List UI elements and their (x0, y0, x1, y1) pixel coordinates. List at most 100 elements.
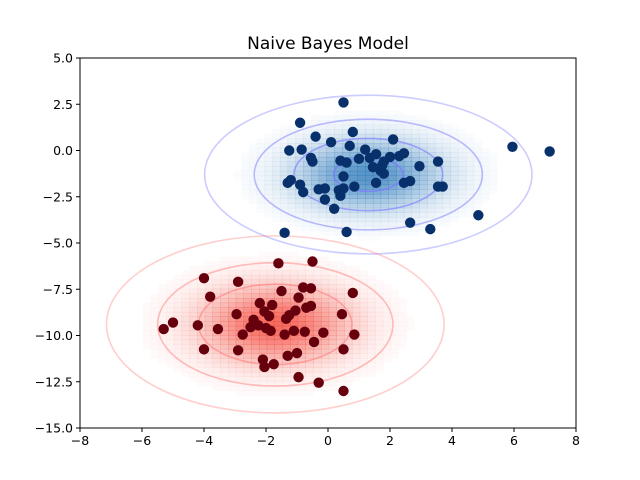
density-cell-1 (173, 353, 182, 359)
density-cell-0 (473, 166, 482, 172)
density-cell-0 (427, 120, 435, 125)
density-cell-1 (321, 256, 329, 261)
point-0-44 (329, 203, 340, 214)
density-cell-1 (399, 303, 407, 308)
density-cell-1 (313, 362, 322, 368)
density-cell-0 (303, 198, 312, 204)
density-cell-1 (360, 372, 368, 377)
density-cell-1 (290, 279, 299, 285)
density-cell-1 (282, 274, 291, 280)
density-cell-1 (173, 316, 182, 322)
density-cell-0 (279, 156, 289, 162)
density-cell-1 (305, 311, 314, 317)
density-cell-1 (266, 261, 275, 267)
point-1-10 (254, 297, 265, 309)
density-cell-0 (458, 156, 467, 162)
density-cell-1 (390, 321, 399, 327)
density-cell-0 (403, 184, 413, 190)
density-cell-1 (297, 321, 306, 327)
density-cell-0 (326, 217, 335, 223)
density-cell-1 (143, 330, 151, 335)
density-cell-0 (257, 138, 265, 143)
density-cell-0 (341, 152, 351, 158)
density-cell-1 (352, 321, 361, 327)
density-cell-1 (182, 372, 190, 377)
density-cell-0 (334, 133, 343, 139)
density-cell-0 (365, 184, 374, 190)
density-cell-1 (290, 391, 298, 396)
density-cell-0 (403, 212, 413, 218)
density-cell-0 (489, 166, 497, 171)
density-cell-0 (442, 133, 451, 139)
density-cell-1 (375, 302, 384, 308)
density-cell-0 (241, 189, 249, 194)
density-cell-1 (305, 353, 314, 359)
density-cell-0 (287, 161, 296, 167)
density-cell-1 (204, 316, 213, 322)
density-cell-0 (380, 184, 389, 190)
density-cell-1 (236, 256, 244, 261)
density-cell-0 (481, 175, 490, 181)
density-cell-1 (367, 293, 376, 299)
density-cell-1 (359, 344, 368, 350)
density-cell-0 (434, 133, 444, 139)
density-cell-0 (450, 198, 459, 204)
density-cell-1 (212, 321, 221, 327)
density-cell-1 (321, 307, 330, 313)
point-0-26 (378, 168, 389, 179)
density-cell-1 (274, 339, 283, 345)
density-cell-1 (352, 266, 360, 271)
density-cell-1 (251, 307, 260, 313)
density-cell-1 (274, 284, 283, 290)
density-cell-0 (427, 175, 436, 181)
density-cell-0 (427, 203, 436, 209)
density-cell-1 (352, 362, 361, 368)
density-cell-0 (319, 115, 327, 120)
density-cell-1 (143, 340, 151, 345)
density-cell-0 (248, 156, 258, 162)
density-cell-1 (212, 284, 221, 290)
density-cell-1 (359, 284, 368, 290)
contour-0-1 (293, 137, 444, 212)
density-cell-1 (297, 339, 306, 345)
density-cell-1 (282, 307, 291, 313)
density-cell-1 (313, 316, 322, 322)
density-cell-1 (297, 274, 306, 280)
density-cell-1 (313, 372, 322, 378)
density-cell-1 (166, 298, 175, 304)
density-cell-0 (427, 180, 436, 186)
density-cell-1 (243, 335, 252, 341)
density-cell-1 (313, 353, 322, 359)
density-cell-0 (419, 120, 427, 125)
density-cell-1 (313, 321, 322, 327)
density-cell-1 (359, 293, 368, 299)
density-cell-0 (272, 166, 281, 172)
density-cell-1 (282, 256, 290, 261)
density-cell-1 (189, 377, 197, 382)
density-cell-1 (243, 339, 252, 345)
density-cell-1 (181, 335, 190, 341)
density-cell-0 (434, 217, 444, 223)
density-cell-1 (344, 381, 352, 386)
density-cell-1 (344, 358, 353, 364)
density-cell-1 (274, 325, 283, 331)
density-cell-0 (450, 152, 459, 158)
point-0-37 (432, 181, 444, 192)
density-cell-1 (235, 316, 244, 322)
density-cell-0 (411, 203, 420, 209)
density-cell-1 (367, 362, 376, 368)
density-cell-1 (297, 353, 306, 359)
density-cell-0 (388, 129, 397, 135)
density-cell-0 (310, 119, 320, 125)
density-cell-1 (212, 307, 221, 313)
density-cell-0 (372, 124, 382, 130)
density-cell-0 (388, 147, 397, 153)
density-cell-0 (341, 119, 351, 125)
density-cell-0 (373, 111, 381, 116)
density-cell-1 (204, 284, 213, 290)
density-cell-0 (427, 170, 436, 176)
density-cell-1 (220, 339, 229, 345)
density-cell-1 (336, 330, 345, 336)
density-cell-0 (450, 161, 459, 167)
density-cell-1 (274, 307, 283, 313)
